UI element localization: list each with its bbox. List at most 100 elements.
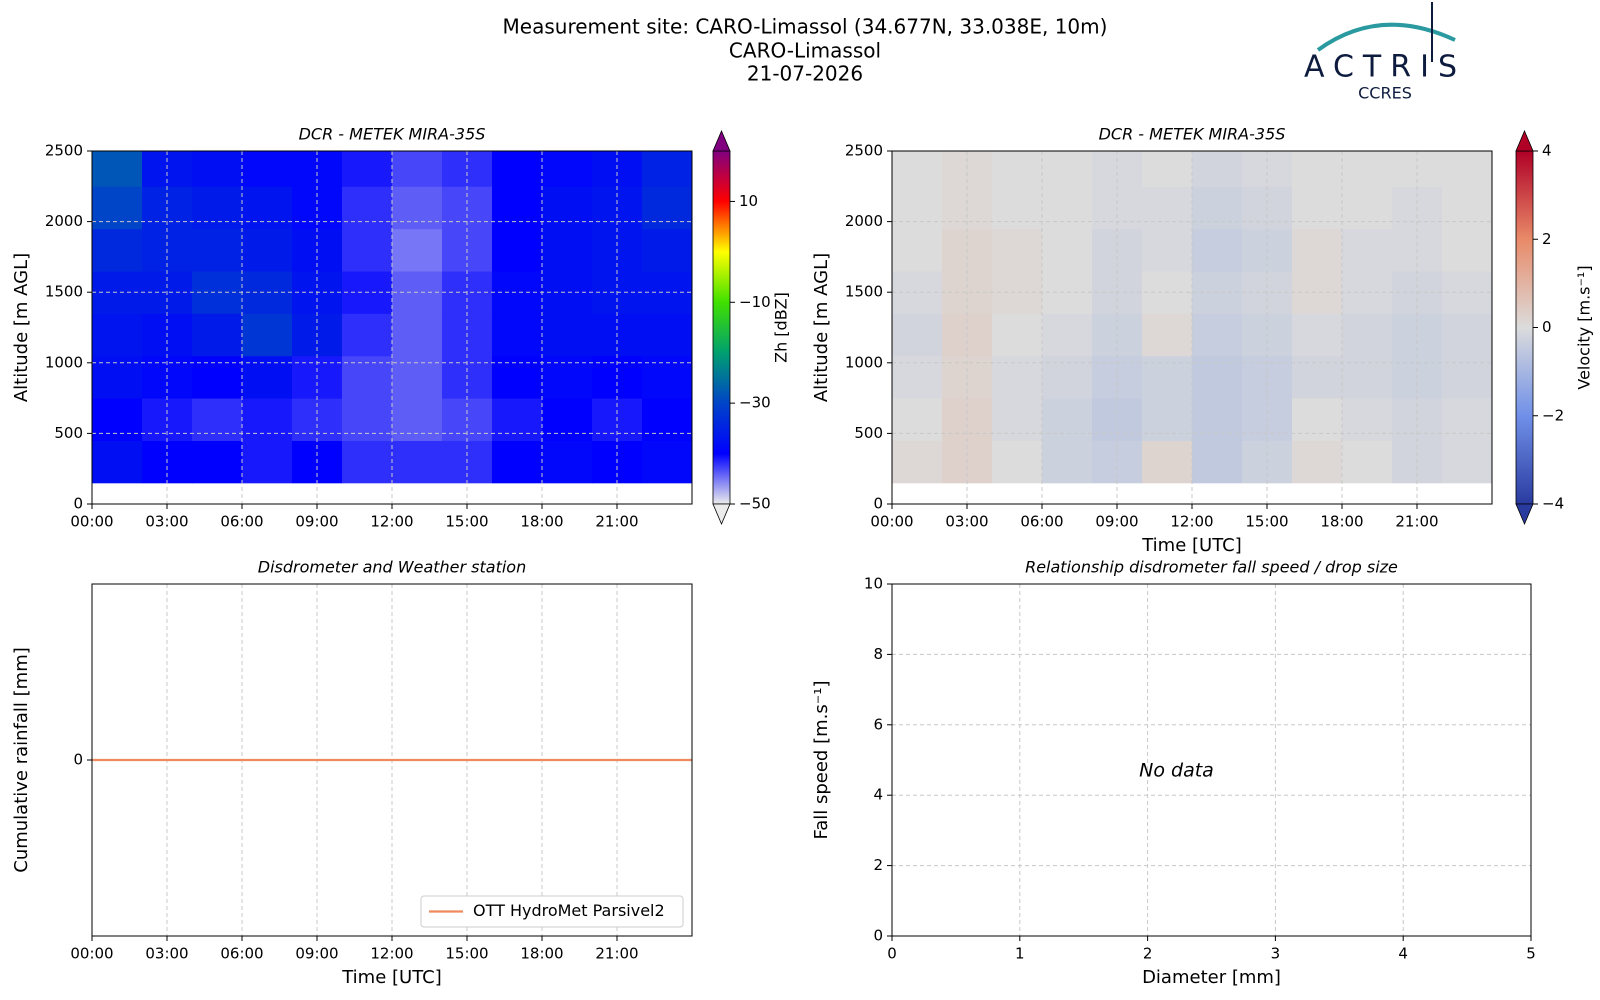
heatmap-cell [192,398,243,441]
heatmap-cell [892,151,943,187]
heatmap-cell [1192,355,1243,399]
y-axis-label: Cumulative rainfall [mm] [11,647,32,873]
y-tick-label: 4 [873,786,883,804]
heatmap-cell [1292,355,1343,399]
x-tick-label: 03:00 [145,945,188,963]
colorbar-tick-label: −10 [739,293,771,311]
heatmap-cell [342,355,393,399]
heatmap-cell [1442,151,1493,187]
x-tick-label: 0 [887,945,897,963]
heatmap-cell [242,398,293,441]
heatmap-cell [1442,440,1493,484]
heatmap-cell [392,151,443,187]
heatmap-cell [992,313,1043,357]
colorbar-tick-label: −50 [739,495,771,513]
colorbar-extend-bottom [1515,503,1534,526]
heatmap-cell [892,398,943,441]
heatmap-cell [1042,398,1093,441]
y-axis-label: Altitude [m AGL] [11,253,32,402]
heatmap-cell [392,313,443,357]
heatmap-cell [492,151,543,187]
colorbar-tick-label: 4 [1542,142,1552,160]
x-tick-label: 06:00 [220,945,263,963]
heatmap-cell [892,440,943,484]
y-tick-label: 2000 [45,212,83,230]
heatmap-cell [492,313,543,357]
heatmap-cell [192,228,243,272]
y-tick-label: 0 [73,751,83,769]
heatmap-cell [1342,355,1393,399]
x-tick-label: 5 [1526,945,1536,963]
x-tick-label: 03:00 [145,513,188,531]
heatmap-cell [892,186,943,230]
colorbar-tick-label: 10 [739,192,758,210]
x-tick-label: 15:00 [445,945,488,963]
heatmap-cell [642,440,693,484]
heatmap-cell [1292,313,1343,357]
heatmap-cell [492,440,543,484]
heatmap-cell [642,186,693,230]
x-tick-label: 4 [1398,945,1408,963]
heatmap-cell [242,228,293,272]
y-tick-label: 2500 [45,142,83,160]
heatmap-cell [1192,398,1243,441]
heatmap-cell [1292,151,1343,187]
heatmap-cell [992,355,1043,399]
colorbar-extend-bottom [712,503,731,526]
chart-title: DCR - METEK MIRA-35S [1099,125,1286,144]
heatmap-cell [1342,186,1393,230]
colorbar-label: Zh [dBZ] [772,292,791,363]
y-tick-label: 0 [73,495,83,513]
colorbar [1515,150,1534,505]
chart-title: Disdrometer and Weather station [258,558,526,577]
heatmap-cell [1142,313,1193,357]
heatmap-cell [1342,398,1393,441]
heatmap-cell [1292,228,1343,272]
x-tick-label: 09:00 [1095,513,1138,531]
x-tick-label: 09:00 [295,513,338,531]
x-tick-label: 15:00 [1245,513,1288,531]
heatmap-cell [1192,151,1243,187]
heatmap-cell [1442,228,1493,272]
colorbar-tick-label: −4 [1542,495,1564,513]
heatmap-cell [242,355,293,399]
heatmap-cell [492,355,543,399]
heatmap-cell [542,151,593,187]
y-tick-label: 6 [873,715,883,733]
x-tick-label: 12:00 [1170,513,1213,531]
x-tick-label: 18:00 [520,945,563,963]
heatmap-cell [1342,440,1393,484]
heatmap-cell [342,151,393,187]
page-title: Measurement site: CARO-Limassol (34.677N… [503,15,1108,39]
heatmap-cell [642,228,693,272]
logo: ACTRIS CCRES [1304,2,1457,103]
y-tick-label: 1500 [845,283,883,301]
heatmap-cell [1292,186,1343,230]
x-tick-label: 2 [1143,945,1153,963]
heatmap-cell [92,151,143,187]
heatmap-cell [242,440,293,484]
plot-frame [891,150,1493,505]
x-tick-label: 00:00 [70,513,113,531]
heatmap-cell [192,151,243,187]
heatmap-cell [992,228,1043,272]
heatmap-cell [242,186,293,230]
legend-box [420,895,684,928]
heatmap-cell [1042,151,1093,187]
heatmap-cell [342,313,393,357]
y-axis-label: Fall speed [m.s⁻¹] [811,681,832,840]
y-tick-label: 2500 [845,142,883,160]
heatmap-cell [1192,228,1243,272]
legend-label: OTT HydroMet Parsivel2 [473,901,665,920]
x-tick-label: 18:00 [520,513,563,531]
x-tick-label: 21:00 [595,945,638,963]
heatmap-cell [992,440,1043,484]
heatmap-cell [492,398,543,441]
x-tick-label: 21:00 [1395,513,1438,531]
heatmap-cell [1142,355,1193,399]
y-tick-label: 500 [854,424,883,442]
heatmap-cell [1142,440,1193,484]
heatmap-cell [342,186,393,230]
heatmap-cell [1442,313,1493,357]
heatmap-cell [92,355,143,399]
